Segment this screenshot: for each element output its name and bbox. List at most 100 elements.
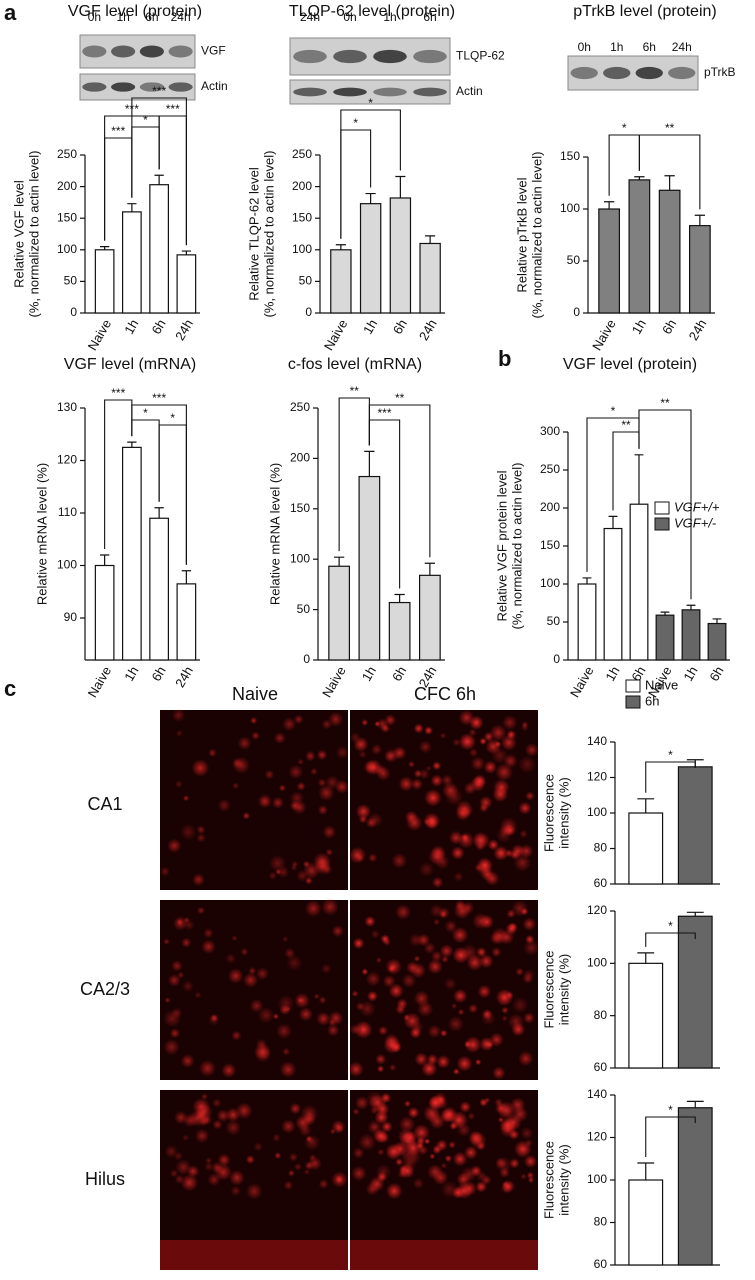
y-axis-label: intensity (%): [556, 954, 571, 1026]
cell: [519, 829, 528, 839]
y-tick-label: 200: [290, 451, 310, 465]
y-tick-label: 130: [57, 400, 77, 414]
cell: [494, 1098, 503, 1107]
cell: [160, 866, 170, 877]
cell: [413, 990, 430, 1007]
cell: [231, 1030, 242, 1041]
lane-label: 1h: [383, 10, 396, 24]
cell: [321, 898, 339, 916]
y-tick-label: 120: [587, 903, 607, 917]
significance-bracket: [638, 409, 692, 600]
cell: [196, 825, 206, 835]
cell: [288, 764, 304, 780]
cell: [418, 768, 430, 780]
cell: [283, 1180, 294, 1191]
cell: [304, 876, 313, 885]
cell: [272, 1013, 280, 1020]
cell: [376, 718, 389, 730]
y-axis-label: Relative VGF level: [11, 180, 26, 288]
cell: [249, 999, 264, 1013]
cell: [289, 791, 305, 806]
y-tick-label: 150: [57, 210, 77, 224]
cell: [443, 977, 457, 991]
cell: [385, 958, 402, 975]
y-tick-label: 80: [594, 1008, 608, 1022]
significance-label: *: [668, 748, 673, 762]
x-tick-label: 6h: [148, 317, 168, 337]
cell: [511, 996, 529, 1014]
cell: [441, 774, 454, 787]
cell: [225, 953, 237, 964]
cell: [453, 988, 468, 1004]
cell: [257, 1006, 275, 1024]
cell: [424, 1107, 441, 1124]
cell: [205, 1156, 213, 1165]
band: [635, 66, 663, 80]
cell: [413, 955, 421, 962]
significance-label: *: [368, 96, 373, 110]
cell: [385, 1182, 403, 1200]
cell: [254, 1042, 271, 1060]
bar: [328, 565, 351, 661]
cell: [405, 961, 419, 975]
cell: [481, 1174, 492, 1186]
cell: [376, 1130, 390, 1144]
cell: [313, 993, 320, 1000]
bar: [389, 197, 412, 314]
error-bar: [333, 556, 345, 567]
cell: [505, 923, 518, 935]
cell: [526, 1171, 535, 1180]
cell: [273, 732, 286, 745]
y-axis-label: (%, normalized to actin level): [509, 463, 524, 630]
significance-label: ***: [111, 386, 125, 400]
band: [668, 66, 696, 80]
cell: [432, 761, 442, 771]
cell: [429, 1153, 436, 1160]
cell: [382, 974, 396, 988]
cell: [212, 1098, 222, 1108]
cell: [251, 731, 260, 741]
cell: [230, 1185, 241, 1197]
y-tick-label: 110: [58, 505, 77, 519]
cell: [403, 1012, 421, 1030]
significance-bracket: [131, 97, 187, 246]
cell: [505, 991, 514, 1000]
cell: [304, 900, 322, 917]
cell: [426, 1053, 439, 1066]
cell: [204, 1162, 214, 1172]
cell: [433, 918, 440, 926]
cell: [316, 749, 328, 761]
cell: [169, 1028, 181, 1039]
bar: [628, 962, 664, 1069]
bar: [176, 583, 197, 661]
legend-label: VGF+/-: [674, 515, 717, 530]
cell: [192, 873, 205, 887]
y-tick-label: 120: [57, 453, 77, 467]
cell: [424, 1138, 431, 1145]
cell: [298, 1007, 313, 1022]
cell: [194, 991, 202, 999]
y-tick-label: 90: [64, 610, 78, 624]
cell: [282, 1047, 291, 1056]
cell: [328, 1010, 344, 1026]
cell: [334, 779, 349, 794]
y-tick-label: 50: [567, 253, 581, 267]
cell: [418, 861, 435, 878]
cell: [417, 1145, 429, 1156]
bar: [677, 1107, 713, 1266]
cell: [375, 1163, 392, 1180]
cell: [464, 1040, 472, 1048]
significance-label: *: [668, 919, 673, 933]
cell: [229, 1169, 245, 1186]
cell: [176, 918, 183, 926]
y-tick-label: 250: [292, 147, 312, 161]
y-tick-label: 200: [57, 179, 77, 193]
y-tick-label: 100: [587, 956, 607, 970]
error-bar: [99, 246, 110, 250]
y-axis-label: (%, normalized to actin level): [26, 151, 41, 318]
bar: [603, 527, 623, 661]
y-tick-label: 0: [553, 652, 560, 666]
cell: [468, 1130, 483, 1146]
cell: [452, 946, 470, 964]
